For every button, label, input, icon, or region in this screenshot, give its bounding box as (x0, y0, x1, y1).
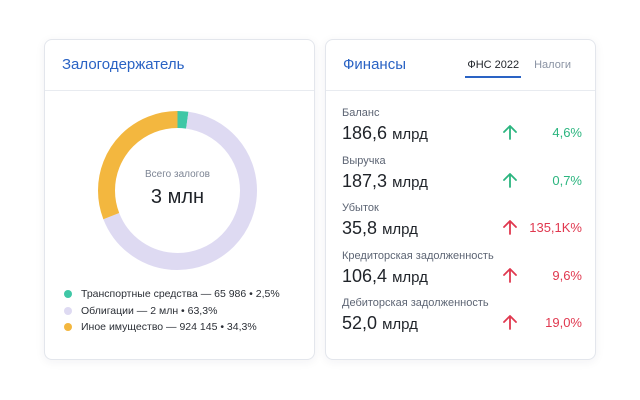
legend-item-vehicles[interactable]: Транспортные средства — 65 986 • 2,5% (64, 286, 280, 303)
donut-legend: Транспортные средства — 65 986 • 2,5% Об… (64, 286, 280, 336)
finance-label: Убыток (342, 202, 379, 214)
donut-center: Всего залогов 3 млн (96, 109, 259, 272)
tab-taxes[interactable]: Налоги (534, 59, 571, 71)
finance-card-header: Финансы ФНС 2022 Налоги (326, 40, 595, 91)
legend-dot-vehicles (64, 290, 72, 299)
finance-change: 9,6% (552, 267, 582, 283)
finance-value: 186,6 млрд (342, 123, 428, 143)
donut-slice-other-property[interactable] (98, 111, 257, 270)
legend-dot-bonds (64, 306, 72, 315)
finance-rows: Баланс 186,6 млрд 4,6% Выручка 187,3 млр… (342, 107, 582, 345)
arrow-up-icon (503, 315, 517, 330)
finance-row-loss: Убыток 35,8 млрд 135,1K% (342, 202, 582, 250)
finance-row-receivables: Дебиторская задолженность 52,0 млрд 19,0… (342, 297, 582, 345)
finance-label: Баланс (342, 107, 380, 119)
finance-value: 106,4 млрд (342, 265, 428, 286)
donut-svg (98, 111, 257, 270)
pledge-holder-card: Залогодержатель Всего залогов 3 млн Тран… (44, 39, 315, 360)
pledge-donut-chart: Всего залогов 3 млн (96, 109, 259, 272)
tab-fns-2022[interactable]: ФНС 2022 (465, 58, 522, 78)
finance-change: 135,1K% (529, 220, 582, 235)
finance-card: Финансы ФНС 2022 Налоги Баланс 186,6 млр… (325, 39, 596, 360)
arrow-up-icon (503, 125, 517, 140)
legend-item-bonds[interactable]: Облигации — 2 млн • 63,3% (64, 303, 280, 320)
finance-row-balance: Баланс 186,6 млрд 4,6% (342, 107, 582, 155)
finance-label: Дебиторская задолженность (342, 297, 489, 309)
finance-value: 35,8 млрд (342, 218, 418, 238)
finance-change: 19,0% (545, 315, 582, 330)
arrow-up-icon (503, 172, 517, 188)
legend-dot-other-property (64, 323, 72, 332)
finance-tabs: ФНС 2022 Налоги (465, 58, 573, 78)
arrow-up-icon (503, 267, 517, 283)
legend-label-bonds: Облигации — 2 млн • 63,3% (81, 304, 218, 317)
pledge-card-title: Залогодержатель (62, 56, 185, 73)
finance-label: Выручка (342, 154, 386, 167)
finance-change: 0,7% (552, 172, 582, 188)
finance-label: Кредиторская задолженность (342, 249, 494, 262)
finance-row-revenue: Выручка 187,3 млрд 0,7% (342, 155, 582, 203)
finance-card-title: Финансы (343, 56, 406, 73)
pledge-card-header: Залогодержатель (45, 40, 314, 91)
legend-label-vehicles: Транспортные средства — 65 986 • 2,5% (81, 288, 280, 301)
legend-label-other-property: Иное имущество — 924 145 • 34,3% (81, 321, 257, 334)
finance-change: 4,6% (552, 125, 582, 140)
donut-slice-bonds[interactable] (98, 111, 257, 270)
finance-row-payables: Кредиторская задолженность 106,4 млрд 9,… (342, 250, 582, 298)
donut-total: 3 млн (150, 185, 205, 208)
donut-caption: Всего залогов (145, 168, 210, 180)
legend-item-other-property[interactable]: Иное имущество — 924 145 • 34,3% (64, 319, 280, 336)
finance-value: 52,0 млрд (342, 313, 418, 333)
finance-value: 187,3 млрд (342, 170, 428, 191)
arrow-up-icon (503, 220, 517, 235)
